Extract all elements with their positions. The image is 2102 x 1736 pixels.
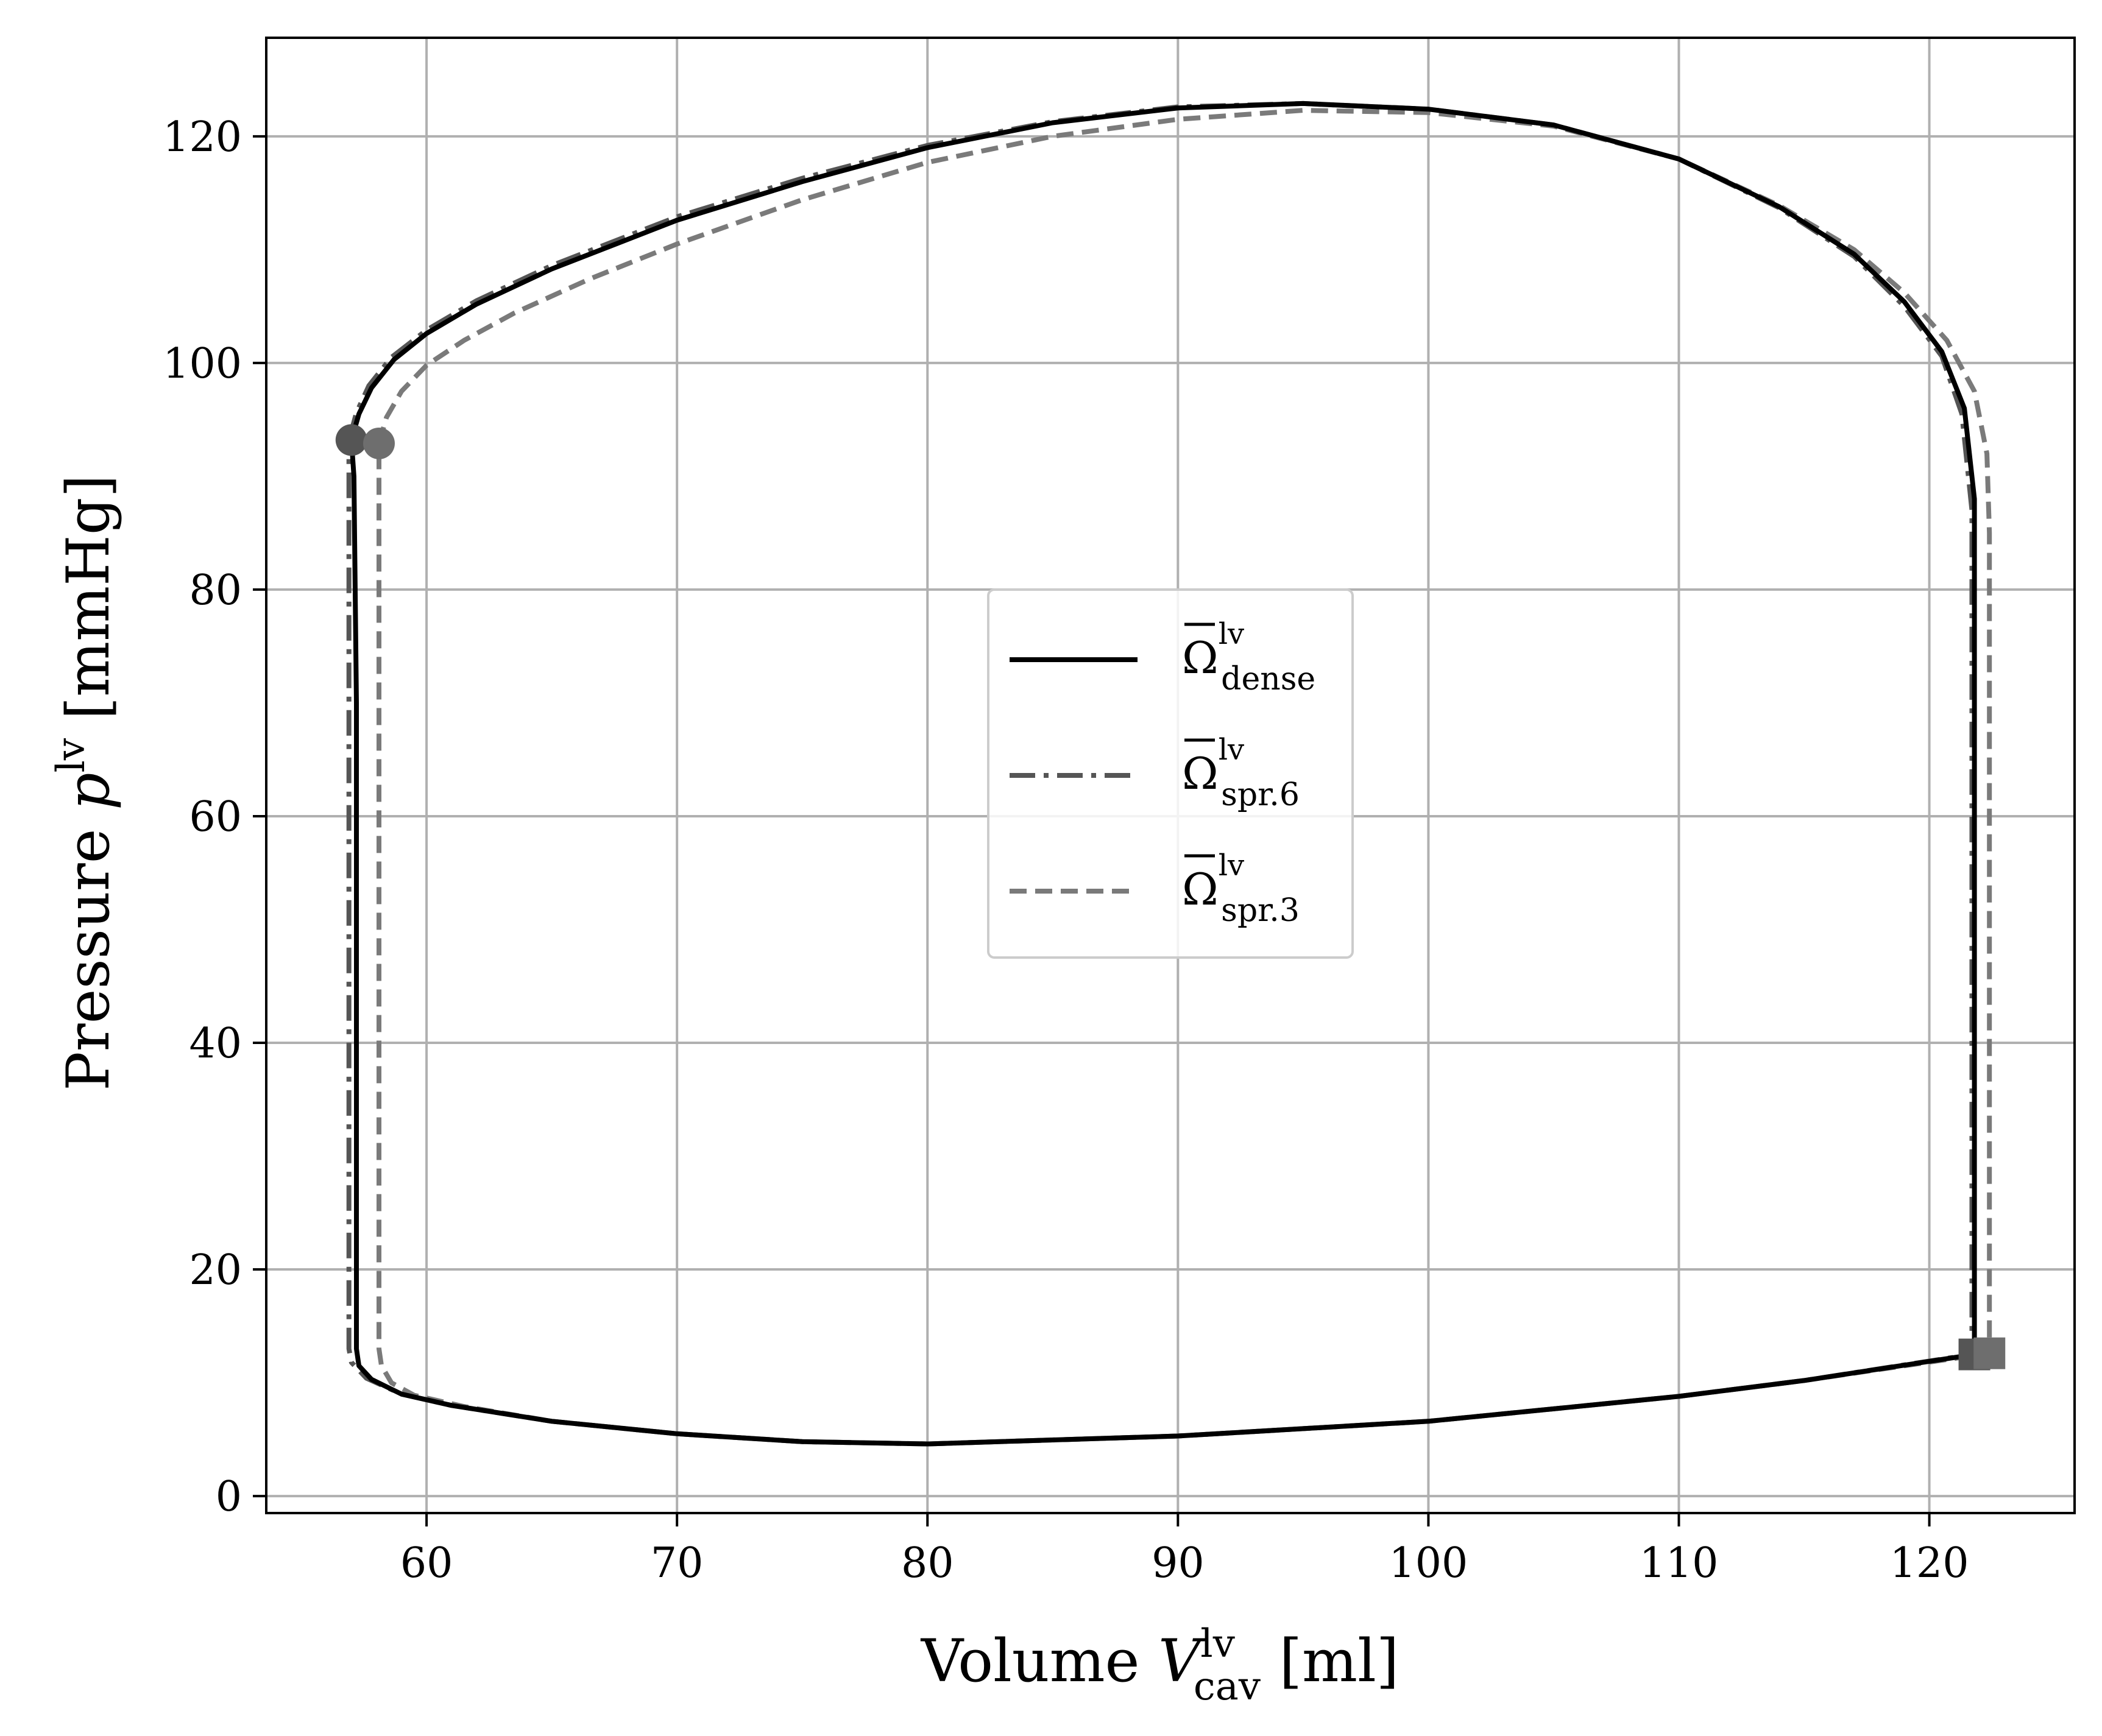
legend-sub-0: dense xyxy=(1221,661,1315,697)
series-0-start-marker xyxy=(335,424,367,456)
x-tick-label-90: 90 xyxy=(1152,1539,1205,1587)
legend-label-2: Ωlv spr.3 xyxy=(1182,849,1300,929)
y-axis-ticks: 0 20 40 60 80 100 120 xyxy=(163,113,266,1521)
legend-label-0: Ωlv dense xyxy=(1182,617,1315,697)
legend-sup-1: lv xyxy=(1219,733,1244,767)
y-axis-label-var: p xyxy=(54,772,122,810)
legend-sup-0: lv xyxy=(1219,617,1244,651)
y-tick-label-0: 0 xyxy=(216,1473,242,1521)
axes-border xyxy=(265,37,2076,1514)
markers-layer xyxy=(335,424,2006,1371)
y-tick-label-60: 60 xyxy=(189,793,242,841)
legend-symbol-0: Ω xyxy=(1182,632,1219,683)
y-tick-label-100: 100 xyxy=(163,340,242,388)
x-axis-label-text: Volume xyxy=(921,1627,1158,1695)
series-line-1 xyxy=(346,101,1975,1447)
x-axis-ticks: 60 70 80 90 100 110 120 xyxy=(400,1513,1969,1587)
x-axis-label-sup: lv xyxy=(1200,1621,1235,1667)
axes-frame xyxy=(265,37,2076,1514)
y-tick-label-80: 80 xyxy=(189,566,242,615)
series-2-start-marker xyxy=(363,427,395,459)
legend-symbol-1: Ω xyxy=(1182,748,1219,799)
x-axis-label: Volume Vlv cav [ml] xyxy=(921,1621,1399,1709)
series-2-end-marker xyxy=(1973,1337,2006,1369)
x-tick-label-70: 70 xyxy=(651,1539,704,1587)
y-axis-label: Pressure plv [mmHg] xyxy=(49,475,122,1091)
x-tick-label-120: 120 xyxy=(1890,1539,1969,1587)
x-axis-label-unit: [ml] xyxy=(1261,1627,1399,1695)
x-tick-label-110: 110 xyxy=(1640,1539,1719,1587)
legend-symbol-2: Ω xyxy=(1182,864,1219,915)
y-tick-label-120: 120 xyxy=(163,113,242,161)
y-tick-label-20: 20 xyxy=(189,1246,242,1294)
legend-label-1: Ωlv spr.6 xyxy=(1182,733,1300,813)
series-line-0 xyxy=(349,101,1977,1447)
y-tick-label-40: 40 xyxy=(189,1020,242,1068)
x-tick-label-80: 80 xyxy=(901,1539,954,1587)
x-axis-label-sub: cav xyxy=(1194,1664,1261,1709)
legend-box xyxy=(987,588,1354,959)
legend-sub-2: spr.3 xyxy=(1221,892,1300,929)
y-axis-label-unit: [mmHg] xyxy=(54,475,122,738)
x-tick-label-60: 60 xyxy=(400,1539,453,1587)
x-tick-label-100: 100 xyxy=(1389,1539,1468,1587)
legend-sup-2: lv xyxy=(1219,849,1244,883)
y-axis-label-sup: lv xyxy=(49,738,94,773)
x-axis-label-var: V xyxy=(1158,1627,1206,1695)
legend-sub-1: spr.6 xyxy=(1221,777,1300,813)
series-layer xyxy=(346,101,1992,1447)
y-axis-label-text: Pressure xyxy=(54,810,122,1091)
